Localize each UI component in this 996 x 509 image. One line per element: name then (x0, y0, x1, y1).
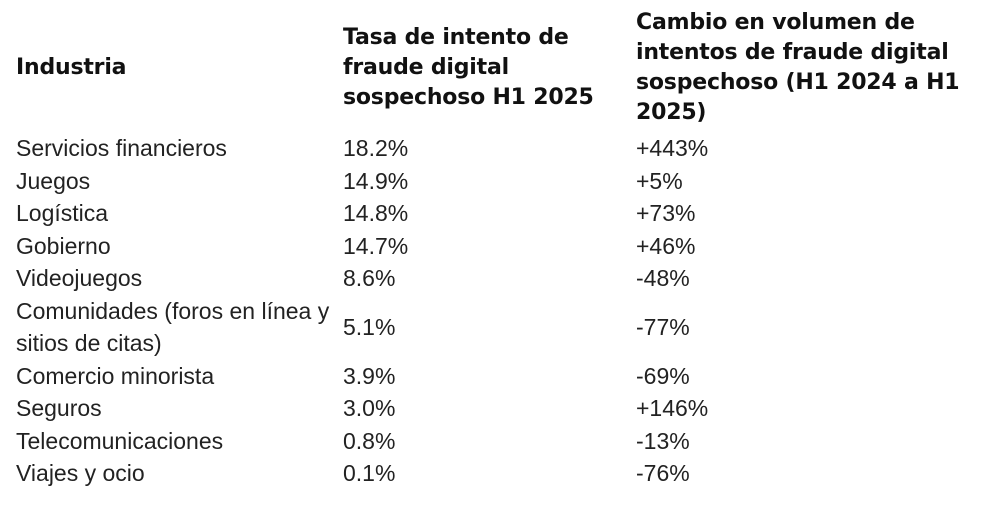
table-row: Comunidades (foros en línea y sitios de … (10, 295, 990, 360)
industry-cell: Seguros (16, 395, 102, 421)
rate-cell: 0.1% (343, 460, 396, 486)
table-row: Servicios financieros 18.2% +443% (10, 132, 990, 165)
change-cell: +443% (636, 135, 709, 161)
rate-cell: 5.1% (343, 313, 396, 340)
industry-cell: Comunidades (foros en línea y sitios de … (16, 297, 330, 357)
rate-cell: 3.9% (343, 362, 396, 389)
industry-cell: Logística (16, 200, 109, 226)
change-cell: +146% (636, 395, 709, 421)
change-cell: -48% (636, 265, 690, 291)
change-cell: +5% (636, 167, 683, 194)
rate-cell: 14.7% (343, 232, 409, 259)
header-industry: Industria (16, 55, 127, 80)
industry-cell: Gobierno (16, 232, 111, 259)
industry-cell: Juegos (16, 167, 91, 194)
industry-cell: Viajes y ocio (16, 460, 145, 486)
rate-cell: 0.8% (343, 427, 396, 454)
rate-cell: 8.6% (343, 265, 396, 291)
change-cell: -77% (636, 313, 690, 340)
table-row: Gobierno 14.7% +46% (10, 230, 990, 263)
rate-cell: 14.8% (343, 200, 409, 226)
table-row: Juegos 14.9% +5% (10, 165, 990, 198)
fraud-table: Industria Tasa de intento de fraude digi… (10, 8, 990, 490)
table-row: Logística 14.8% +73% (10, 197, 990, 230)
header-change: Cambio en volumen de intentos de fraude … (636, 10, 960, 125)
rate-cell: 3.0% (343, 395, 396, 421)
header-rate: Tasa de intento de fraude digital sospec… (343, 25, 594, 110)
rate-cell: 14.9% (343, 167, 409, 194)
change-cell: -13% (636, 427, 690, 454)
table-row: Viajes y ocio 0.1% -76% (10, 457, 990, 490)
change-cell: +46% (636, 232, 696, 259)
industry-cell: Telecomunicaciones (16, 427, 224, 454)
table-row: Telecomunicaciones 0.8% -13% (10, 425, 990, 458)
table-row: Comercio minorista 3.9% -69% (10, 360, 990, 393)
table-row: Seguros 3.0% +146% (10, 392, 990, 425)
change-cell: -69% (636, 362, 690, 389)
industry-cell: Servicios financieros (16, 135, 227, 161)
industry-cell: Comercio minorista (16, 362, 215, 389)
table-row: Videojuegos 8.6% -48% (10, 262, 990, 295)
header-row: Industria Tasa de intento de fraude digi… (10, 8, 990, 132)
change-cell: +73% (636, 200, 696, 226)
rate-cell: 18.2% (343, 135, 409, 161)
industry-cell: Videojuegos (16, 265, 143, 291)
change-cell: -76% (636, 460, 690, 486)
